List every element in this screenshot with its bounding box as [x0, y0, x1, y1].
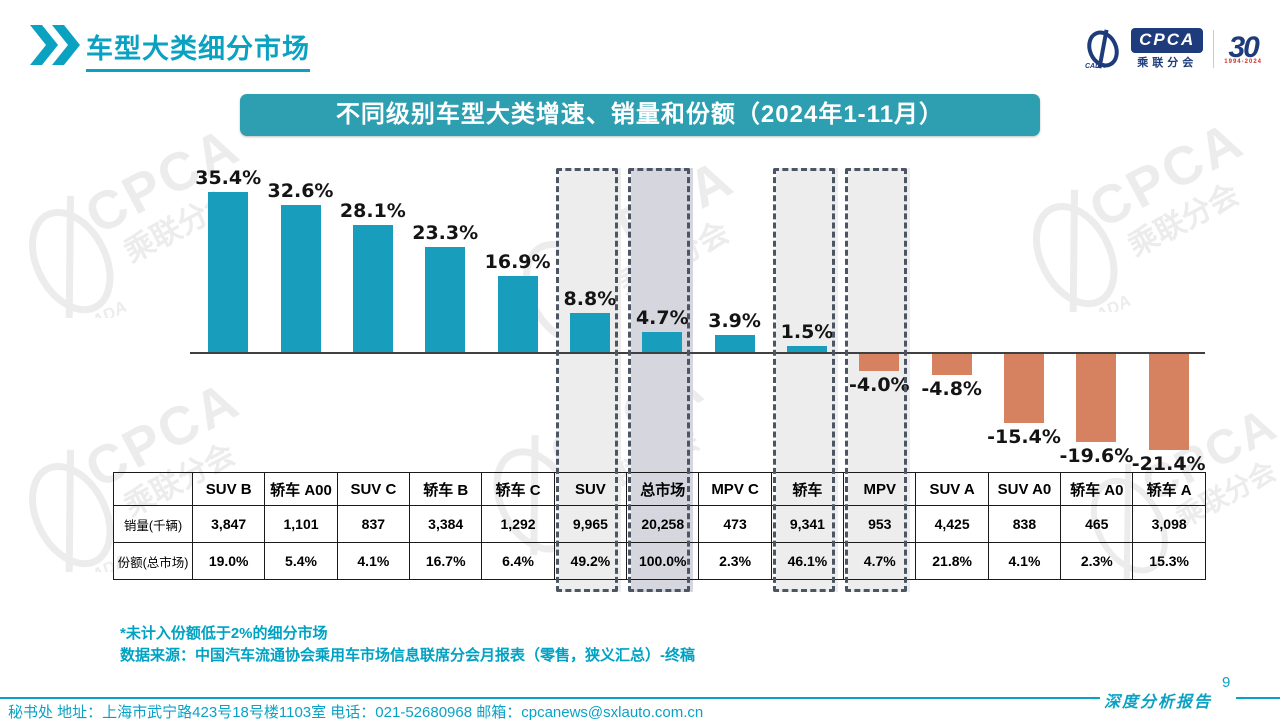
share-row-cell-轿车 A: 15.3%	[1132, 542, 1206, 580]
sales-row-cell-SUV B: 3,847	[191, 505, 266, 543]
logo-divider	[1213, 30, 1215, 68]
bar-value-label-MPV C: 3.9%	[708, 310, 761, 333]
bar-value-label-总市场: 4.7%	[635, 306, 689, 329]
sales-row-cell-轿车 A0: 465	[1060, 505, 1134, 543]
x-axis-line	[190, 352, 1205, 354]
col-header-SUV B: SUV B	[191, 472, 266, 506]
bar-MPV	[859, 353, 900, 372]
watermark-cada: CADA	[1082, 291, 1134, 312]
share-row-cell-SUV A0: 4.1%	[987, 542, 1062, 580]
bar-value-label-轿车 A: -21.4%	[1131, 453, 1206, 476]
share-row-cell-SUV B: 19.0%	[191, 542, 266, 580]
bar-轿车 A0	[1076, 353, 1117, 443]
sales-row-cell-轿车 B: 3,384	[409, 505, 483, 543]
footer-contact: 秘书处 地址：上海市武宁路423号18号楼1103室 电话：021-526809…	[8, 704, 704, 720]
col-header-轿车 B: 轿车 B	[409, 472, 483, 506]
highlight-box-轿车	[772, 168, 836, 592]
col-header-轿车 A0: 轿车 A0	[1060, 472, 1134, 506]
bar-轿车	[787, 346, 827, 353]
bar-SUV B	[208, 191, 249, 353]
cpca-logo: CPCA	[1131, 28, 1204, 53]
corner-cell	[113, 472, 193, 506]
double-chevron-icon	[30, 25, 82, 70]
col-header-轿车 C: 轿车 C	[481, 472, 555, 506]
footnote-exclusion: *未计入份额低于2%的细分市场	[120, 625, 328, 642]
share-row-cell-MPV C: 2.3%	[698, 542, 772, 580]
bar-value-label-轿车 A0: -19.6%	[1059, 445, 1134, 468]
anniversary-30-logo: 30 1994-2024	[1224, 30, 1262, 65]
highlight-box-MPV	[845, 168, 908, 592]
bar-总市场	[642, 331, 683, 353]
col-header-轿车 A00: 轿车 A00	[264, 472, 338, 506]
watermark-subtext: 乘联分会	[1123, 178, 1244, 263]
footer-divider-line	[0, 697, 1100, 699]
anniversary-years: 1994-2024	[1224, 58, 1262, 65]
anniversary-number: 30	[1228, 30, 1259, 64]
row-label-销量(千辆): 销量(千辆)	[113, 505, 193, 543]
cpca-logo-subtitle: 乘联分会	[1137, 57, 1198, 69]
sales-row-cell-轿车: 9,341	[770, 505, 845, 543]
sales-row-cell-MPV C: 473	[698, 505, 772, 543]
bar-value-label-SUV C: 28.1%	[339, 200, 406, 223]
highlight-box-SUV	[555, 168, 619, 592]
col-header-SUV C: SUV C	[336, 472, 411, 506]
sales-row-cell-SUV A: 4,425	[915, 505, 989, 543]
share-row-cell-SUV C: 4.1%	[336, 542, 411, 580]
share-row-cell-MPV: 4.7%	[843, 542, 917, 580]
footer-divider-line-right	[1236, 697, 1280, 699]
col-header-轿车: 轿车	[770, 472, 845, 506]
share-row-cell-轿车 B: 16.7%	[409, 542, 483, 580]
sales-row-cell-SUV C: 837	[336, 505, 411, 543]
footnote-source: 数据来源：中国汽车流通协会乘用车市场信息联席分会月报表（零售，狭义汇总）-终稿	[120, 647, 695, 664]
bar-value-label-SUV A0: -15.4%	[987, 426, 1061, 449]
share-row-cell-SUV A: 21.8%	[915, 542, 989, 580]
bar-轿车 C	[497, 276, 538, 353]
highlight-box-总市场	[628, 168, 691, 592]
sales-row-cell-总市场: 20,258	[626, 505, 700, 543]
page-title: 车型大类细分市场	[86, 27, 310, 72]
bar-value-label-轿车: 1.5%	[780, 321, 834, 344]
bar-value-label-轿车 A00: 32.6%	[267, 179, 334, 202]
bar-value-label-MPV: -4.0%	[849, 374, 910, 397]
cpca-swoosh-icon: CADA	[1085, 29, 1119, 69]
sales-row-cell-轿车 C: 1,292	[481, 505, 555, 543]
col-header-SUV A: SUV A	[915, 472, 989, 506]
bar-value-label-轿车 B: 23.3%	[412, 222, 479, 244]
page-number: 9	[1222, 674, 1231, 691]
watermark-cada: CADA	[78, 297, 130, 318]
bar-SUV A	[931, 353, 972, 375]
header-row: SUV B 轿车 A00 SUV C 轿车 B 轿车 C SUV 总市场 MPV C 轿车 MPV…	[113, 472, 1206, 506]
col-header-MPV C: MPV C	[698, 472, 772, 506]
chart-title-banner: 不同级别车型大类增速、销量和份额（2024年1-11月）	[240, 94, 1040, 136]
row-label-份额(总市场): 份额(总市场)	[113, 542, 193, 580]
sales-row-cell-轿车 A00: 1,101	[264, 505, 338, 543]
share-row-cell-轿车 A00: 5.4%	[264, 542, 338, 580]
header-logos: CADA CPCA 乘联分会 30 1994-2024	[1079, 28, 1262, 70]
bar-轿车 B	[425, 247, 466, 353]
share-row-cell-轿车 C: 6.4%	[481, 542, 555, 580]
bar-轿车 A	[1148, 353, 1189, 451]
svg-text:CADA: CADA	[1085, 63, 1105, 69]
bar-SUV C	[352, 225, 393, 353]
bar-轿车 A00	[280, 204, 321, 353]
bar-value-label-SUV A: -4.8%	[921, 377, 982, 400]
bar-MPV C	[714, 335, 755, 353]
col-header-SUV A0: SUV A0	[987, 472, 1062, 506]
sales-row-cell-轿车 A: 3,098	[1132, 505, 1206, 543]
bar-value-label-轿车 C: 16.9%	[484, 251, 551, 274]
report-type-label: 深度分析报告	[1104, 692, 1213, 711]
chart-title: 不同级别车型大类增速、销量和份额（2024年1-11月）	[335, 101, 945, 128]
share-row-cell-轿车 A0: 2.3%	[1060, 542, 1134, 580]
cpca-watermark: CPCA 乘联分会 CADA	[1010, 110, 1260, 331]
bar-SUV A0	[1004, 353, 1044, 424]
col-header-轿车 A: 轿车 A	[1132, 472, 1206, 506]
share-row-cell-轿车: 46.1%	[770, 542, 845, 580]
watermark-text: CPCA	[1080, 112, 1254, 240]
sales-row-cell-SUV A0: 838	[987, 505, 1062, 543]
bar-value-label-SUV B: 35.4%	[195, 166, 262, 189]
